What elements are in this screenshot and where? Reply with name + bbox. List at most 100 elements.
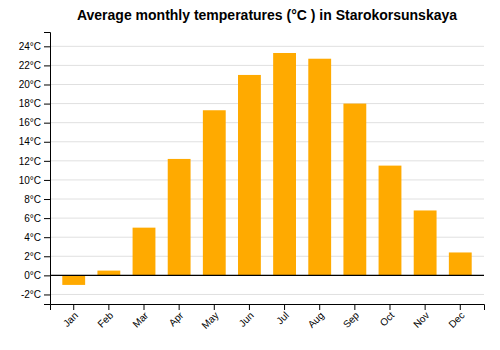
y-tick-label: 18°C — [19, 98, 41, 109]
y-tick: 22°C — [19, 60, 50, 71]
y-tick-label: 10°C — [19, 175, 41, 186]
grid-line — [50, 46, 484, 47]
x-tick-label: Jan — [61, 310, 80, 329]
y-tick-mark — [44, 142, 50, 143]
y-tick-label: 4°C — [24, 232, 41, 243]
x-tick-mark — [354, 304, 355, 310]
x-tick: Oct — [378, 304, 397, 328]
y-tick-label: 24°C — [19, 41, 41, 52]
x-tick-label: May — [200, 310, 221, 331]
y-axis-line — [44, 33, 51, 305]
x-tick: Dec — [446, 304, 466, 330]
x-tick-label: Aug — [306, 310, 326, 330]
bar — [379, 166, 402, 276]
y-tick-label: 16°C — [19, 117, 41, 128]
x-tick-label: Sep — [341, 309, 362, 330]
title: Average monthly temperatures (°C ) in St… — [77, 7, 457, 23]
y-tick-mark — [44, 161, 50, 162]
x-tick: Nov — [411, 304, 431, 330]
y-tick: 6°C — [24, 213, 50, 224]
y-tick: 8°C — [24, 194, 50, 205]
y-tick: 10°C — [19, 175, 50, 186]
x-tick-label: Apr — [167, 309, 186, 328]
grid-line — [50, 65, 484, 66]
x-axis: Jan Feb Mar Apr May Jun Jul Aug Sep Oct Nov Dec — [51, 304, 485, 331]
y-tick: -2°C — [21, 289, 50, 300]
x-tick: Jan — [61, 304, 80, 329]
y-tick: 16°C — [19, 117, 50, 128]
x-tick-label: Jun — [237, 310, 256, 329]
x-tick: Sep — [341, 304, 362, 330]
plot: -2°C 0°C 2°C 4°C 6°C 8°C 10°C 12°C 14°C 16°C 18°C 2… — [19, 33, 485, 331]
x-tick: Apr — [167, 304, 186, 328]
grid-line — [50, 122, 484, 123]
x-tick: May — [200, 304, 221, 331]
bar — [238, 75, 261, 275]
y-tick-label: 0°C — [24, 270, 41, 281]
y-tick-mark — [44, 180, 50, 181]
y-tick-label: 20°C — [19, 79, 41, 90]
y-tick-mark — [44, 199, 50, 200]
x-tick-label: Dec — [446, 310, 466, 330]
grid-line — [50, 179, 484, 180]
grid-line — [50, 103, 484, 104]
y-tick-label: -2°C — [21, 289, 41, 300]
bar — [62, 275, 85, 285]
x-tick-mark — [108, 304, 109, 310]
bar — [273, 53, 296, 275]
x-axis-line — [51, 305, 485, 311]
x-tick-mark — [425, 304, 426, 310]
bar — [203, 110, 226, 275]
x-tick-mark — [319, 304, 320, 310]
bars — [62, 53, 471, 285]
bar — [343, 104, 366, 276]
x-tick-mark — [389, 304, 390, 310]
bar — [133, 228, 156, 276]
x-tick-mark — [460, 304, 461, 310]
y-tick-mark — [44, 256, 50, 257]
bar — [308, 59, 331, 276]
y-tick-mark — [44, 294, 50, 295]
grid-line — [50, 141, 484, 142]
y-tick-mark — [44, 65, 50, 66]
x-tick-mark — [214, 304, 215, 310]
y-tick-label: 6°C — [24, 213, 41, 224]
y-tick-mark — [44, 275, 50, 276]
y-tick: 24°C — [19, 41, 50, 52]
x-tick-mark — [284, 304, 285, 310]
x-tick-mark — [179, 304, 180, 310]
y-tick: 18°C — [19, 98, 50, 109]
y-tick-label: 8°C — [24, 194, 41, 205]
x-tick-mark — [144, 304, 145, 310]
x-tick-mark — [73, 304, 74, 310]
x-tick: Aug — [306, 304, 326, 330]
x-tick-label: Feb — [95, 309, 115, 329]
y-tick: 12°C — [19, 156, 50, 167]
y-tick-mark — [44, 46, 50, 47]
zero-line — [50, 275, 484, 276]
y-tick: 20°C — [19, 79, 50, 90]
y-axis: -2°C 0°C 2°C 4°C 6°C 8°C 10°C 12°C 14°C 16°C 18°C 2… — [19, 33, 51, 305]
x-tick-label: Nov — [411, 310, 431, 330]
y-tick-label: 2°C — [24, 251, 41, 262]
grid-line — [50, 160, 484, 161]
y-tick-label: 12°C — [19, 156, 41, 167]
grid — [50, 46, 484, 294]
y-tick-label: 22°C — [19, 60, 41, 71]
y-tick-label: 14°C — [19, 136, 41, 147]
x-tick-label: Oct — [378, 310, 397, 329]
x-tick-mark — [249, 304, 250, 310]
y-tick-mark — [44, 237, 50, 238]
grid-line — [50, 294, 484, 295]
y-tick-mark — [44, 218, 50, 219]
x-tick-label: Mar — [130, 309, 150, 329]
x-tick: Mar — [130, 304, 150, 330]
y-tick-mark — [44, 104, 50, 105]
y-tick: 0°C — [24, 270, 50, 281]
grid-line — [50, 199, 484, 200]
x-tick: Jun — [237, 304, 256, 329]
x-tick-label: Jul — [274, 310, 291, 327]
bar — [414, 210, 437, 275]
chart: -2°C 0°C 2°C 4°C 6°C 8°C 10°C 12°C 14°C 16°C 18°C 2… — [0, 0, 500, 350]
y-tick: 2°C — [24, 251, 50, 262]
